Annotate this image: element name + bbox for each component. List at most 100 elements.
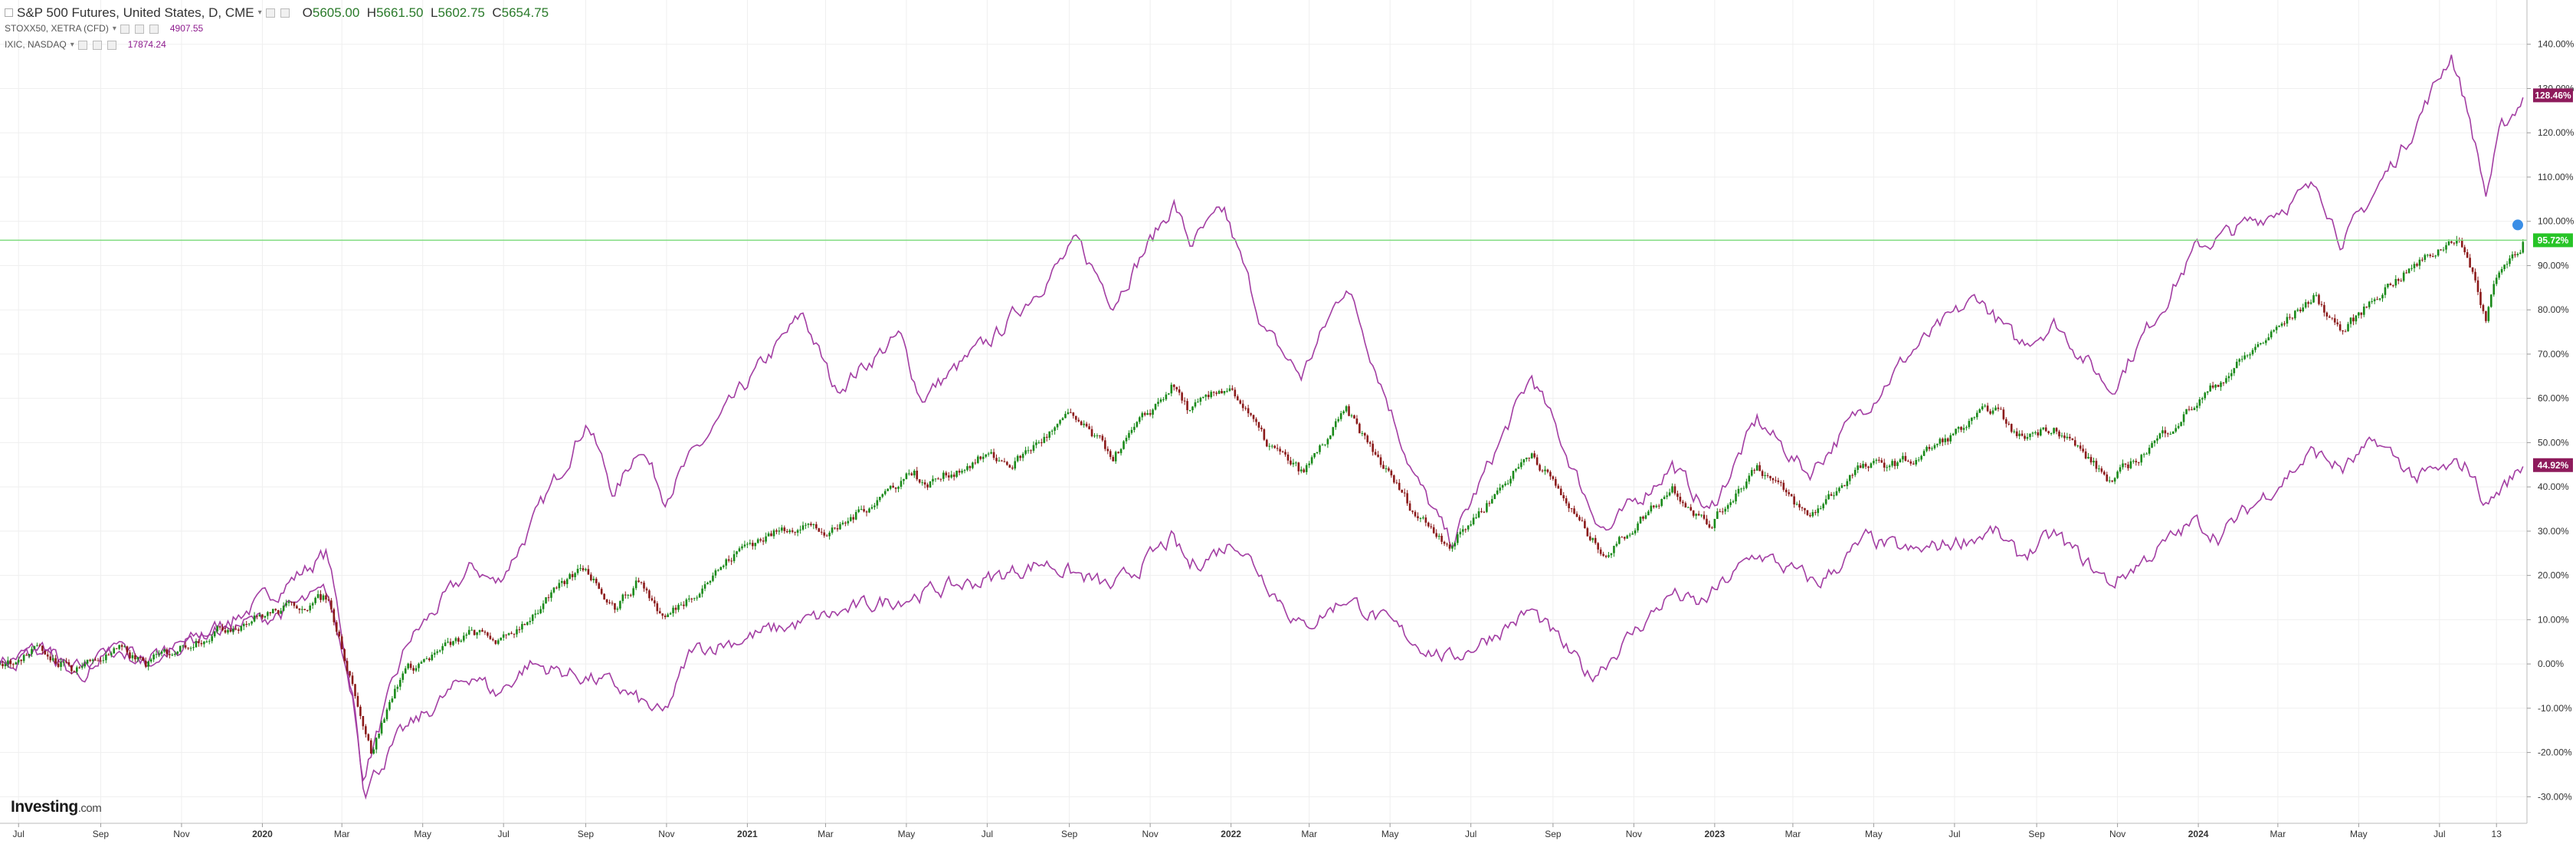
compare-series-name[interactable]: STOXX50, XETRA (CFD) (5, 23, 109, 34)
candle (1557, 483, 1560, 489)
candle (2185, 409, 2188, 415)
candle-body (1475, 517, 1477, 518)
candle-body (1398, 482, 1401, 490)
candle (756, 537, 759, 544)
candle (510, 631, 513, 635)
candle-body (2093, 461, 2095, 463)
candle-body (120, 645, 123, 647)
candle-body (401, 673, 405, 680)
candle-body (1562, 494, 1565, 498)
candle (401, 671, 405, 683)
candle-body (2148, 448, 2151, 454)
candle (2193, 406, 2196, 411)
candle-body (903, 478, 905, 481)
candle-body (1544, 469, 1546, 471)
candle (1880, 458, 1883, 463)
candle (1138, 415, 1141, 425)
candle (1586, 527, 1589, 537)
candle (736, 550, 738, 557)
candle (1755, 463, 1758, 471)
candle-body (1008, 465, 1011, 468)
candle-body (17, 659, 20, 663)
candle-body (873, 505, 876, 507)
candle-body (2024, 435, 2026, 439)
candle (897, 485, 900, 493)
candle-body (113, 648, 116, 654)
close-icon[interactable] (107, 40, 116, 50)
candle-body (785, 530, 788, 533)
candle (2153, 440, 2156, 447)
candle-body (1149, 412, 1152, 415)
main-series-legend: S&P 500 Futures, United States, D, CME ▾… (5, 5, 549, 21)
candle-body (1218, 390, 1221, 394)
candle (369, 737, 372, 754)
candle-body (1114, 452, 1117, 461)
candle-body (1888, 465, 1891, 468)
ohlc-values: O5605.00 H5661.50 L5602.75 C5654.75 (302, 5, 549, 20)
candle (1212, 391, 1215, 396)
candle-body (160, 652, 163, 654)
close-icon[interactable] (280, 8, 290, 18)
candle (349, 671, 351, 678)
candle (712, 572, 714, 583)
candle-body (1035, 442, 1037, 445)
candle-body (314, 597, 316, 603)
candle (1604, 554, 1608, 559)
candle (1515, 468, 1517, 473)
chevron-down-icon[interactable]: ▾ (257, 8, 262, 17)
settings-icon[interactable] (265, 8, 275, 18)
candle (1207, 391, 1210, 400)
collapse-icon[interactable] (5, 8, 13, 17)
visibility-icon[interactable] (120, 24, 129, 34)
candle-body (1443, 541, 1446, 544)
x-tick-label: May (1381, 829, 1399, 839)
settings-icon[interactable] (92, 40, 102, 50)
candle (1642, 515, 1644, 521)
visibility-icon[interactable] (77, 40, 87, 50)
candle-body (1186, 401, 1188, 411)
candle-body (1292, 462, 1295, 465)
candle (637, 577, 640, 583)
candle-body (1178, 389, 1181, 393)
candle (2082, 445, 2084, 453)
settings-icon[interactable] (134, 24, 144, 34)
close-icon[interactable] (149, 24, 159, 34)
candle (1390, 469, 1393, 478)
candle-body (123, 646, 126, 648)
candle (195, 638, 198, 648)
candle-body (80, 666, 84, 668)
candle (805, 522, 807, 530)
chevron-down-icon[interactable]: ▾ (70, 41, 74, 49)
candle (2214, 384, 2217, 390)
candle-body (1422, 517, 1424, 519)
candle (2273, 329, 2275, 333)
candle (1188, 409, 1191, 412)
candle (614, 603, 616, 613)
candle (2333, 314, 2336, 326)
candle-body (955, 471, 958, 477)
candle-body (2034, 432, 2037, 433)
candle (1973, 416, 1976, 420)
candle (2177, 422, 2180, 430)
candle-body (1653, 505, 1655, 507)
chevron-down-icon[interactable]: ▾ (112, 25, 116, 33)
candle-body (1575, 514, 1578, 517)
candle-body (1703, 514, 1706, 519)
candle (1030, 449, 1032, 455)
candle (1077, 417, 1080, 422)
candle (1684, 501, 1687, 508)
alert-marker-icon[interactable] (2512, 219, 2523, 231)
y-tick-label: -20.00% (2538, 747, 2572, 758)
candle-body (1406, 493, 1408, 504)
candle (1329, 435, 1332, 440)
candle-body (218, 626, 221, 628)
candle (1313, 453, 1316, 459)
candle (478, 629, 481, 635)
compare-series-name[interactable]: IXIC, NASDAQ (5, 39, 67, 50)
candle-body (1771, 478, 1775, 481)
candle-body (316, 594, 320, 598)
main-series-title[interactable]: S&P 500 Futures, United States, D, CME (17, 5, 254, 20)
candle (2474, 268, 2476, 283)
